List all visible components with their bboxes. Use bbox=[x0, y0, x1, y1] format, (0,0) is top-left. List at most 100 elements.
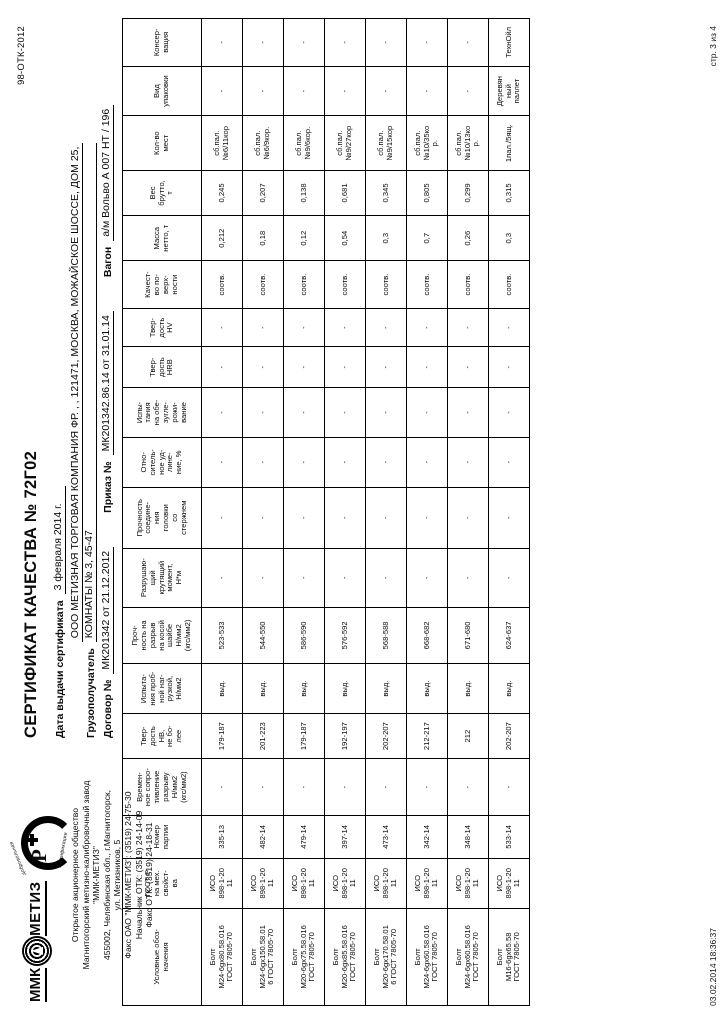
cell-elongation: - bbox=[201, 437, 243, 488]
cell-hv: - bbox=[406, 308, 448, 347]
mmk-metiz-logo: ММК МЕТИЗ bbox=[22, 881, 52, 1002]
cell-gost: ИСО 898-1-20 11 bbox=[324, 858, 366, 909]
cell-elongation: - bbox=[283, 437, 325, 488]
rs-cross-icon bbox=[26, 834, 38, 846]
cell-hv: - bbox=[283, 308, 325, 347]
cell-gost: ИСО 898-1-20 11 bbox=[201, 858, 243, 909]
table-row: Болт M20-6gx75.58.016 ГОСТ 7805-70 ИСО 898-1… bbox=[283, 18, 325, 1006]
th-torque: Разрушаю-щий крутящий момент, Н*м bbox=[122, 548, 202, 608]
cell-places: сб.пал. №9/6кор. bbox=[283, 115, 325, 171]
cell-designation: Болт M16-6gx65.58 ГОСТ 7805-70 bbox=[488, 908, 530, 1006]
cell-surface: соотв. bbox=[242, 260, 284, 309]
cell-gross-mass: 0,299 bbox=[447, 170, 489, 216]
cell-gross-mass: 0,315 bbox=[488, 170, 530, 216]
cell-hrb: - bbox=[283, 346, 325, 388]
cell-decarb: - bbox=[447, 387, 489, 438]
th-hv: Твер-дость HV bbox=[122, 308, 202, 347]
cell-wedge: 523-533 bbox=[201, 607, 243, 664]
cell-head-strength: - bbox=[242, 487, 284, 549]
cell-gost: ИСО 898-1-20 11 bbox=[365, 858, 407, 909]
cell-hb: 202-207 bbox=[488, 713, 530, 759]
th-decarb: Испы-тания на обе-зугле-рожи-вание bbox=[122, 387, 202, 438]
th-head-strength: Прочность соедине-ния головки со стержнем bbox=[122, 487, 202, 549]
cell-hv: - bbox=[365, 308, 407, 347]
cell-net-mass: 0,3 bbox=[365, 215, 407, 261]
cell-tensile: - bbox=[324, 758, 366, 816]
certificate-meta: Дата выдачи сертификата 3 февраля 2014 г… bbox=[52, 18, 100, 738]
cell-surface: соотв. bbox=[406, 260, 448, 309]
cell-package: - bbox=[365, 66, 407, 116]
cell-hv: - bbox=[447, 308, 489, 347]
cell-package: - bbox=[406, 66, 448, 116]
contract-value: МК201342 от 21.12.2012 bbox=[100, 546, 114, 674]
logo-disc-icon bbox=[22, 935, 52, 966]
cell-net-mass: 0,18 bbox=[242, 215, 284, 261]
cell-proof-load: выд. bbox=[242, 663, 284, 714]
cell-preservation: - bbox=[365, 18, 407, 67]
cell-decarb: - bbox=[283, 387, 325, 438]
cell-gross-mass: 0,345 bbox=[365, 170, 407, 216]
cell-hrb: - bbox=[406, 346, 448, 388]
wagon-label: Вагон bbox=[102, 246, 114, 278]
cell-designation: Болт M20-6gx75.58.016 ГОСТ 7805-70 bbox=[283, 908, 325, 1006]
cell-designation: Болт M20-6gx85.58.016 ГОСТ 7805-70 bbox=[324, 908, 366, 1006]
cell-surface: соотв. bbox=[283, 260, 325, 309]
cell-batch: 533-14 bbox=[488, 815, 530, 859]
consignee-label: Грузополучатель bbox=[85, 648, 97, 738]
cell-elongation: - bbox=[324, 437, 366, 488]
table-row: Болт M24-6gx80.58.016 ГОСТ 7805-70 ИСО 898-1… bbox=[201, 18, 243, 1006]
cell-gross-mass: 0,138 bbox=[283, 170, 325, 216]
cell-hrb: - bbox=[242, 346, 284, 388]
order-label: Приказ № bbox=[102, 461, 114, 513]
cell-proof-load: выд. bbox=[324, 663, 366, 714]
table-row: Болт M24-6gx60.58.016 ГОСТ 7805-70 ИСО 898-1… bbox=[406, 18, 448, 1006]
cell-package: - bbox=[201, 66, 243, 116]
cell-surface: соотв. bbox=[201, 260, 243, 309]
contract-order-row: Договор № МК201342 от 21.12.2012 Приказ … bbox=[100, 0, 114, 738]
cell-gost: ИСО 898-1-20 11 bbox=[447, 858, 489, 909]
th-elongation: Отно-ситель-ное уд-лине-ние, % bbox=[122, 437, 202, 488]
cell-torque: - bbox=[201, 548, 243, 608]
cell-tensile: - bbox=[406, 758, 448, 816]
consignee-address: ООО МЕТИЗНАЯ ТОРГОВАЯ КОМПАНИЯ ФР. , , 1… bbox=[69, 142, 97, 643]
footer-timestamp: 03.02.2014 18:36:37 bbox=[708, 928, 718, 1006]
cell-designation: Болт M24-6gx60.58.016 ГОСТ 7805-70 bbox=[447, 908, 489, 1006]
cell-gost: ИСО 898-1-20 11 bbox=[406, 858, 448, 909]
cell-preservation: - bbox=[447, 18, 489, 67]
cell-package: - bbox=[283, 66, 325, 116]
cell-elongation: - bbox=[406, 437, 448, 488]
cell-decarb: - bbox=[324, 387, 366, 438]
cell-preservation: - bbox=[242, 18, 284, 67]
issue-date-label: Дата выдачи сертификата bbox=[54, 600, 66, 738]
cell-gross-mass: 0,805 bbox=[406, 170, 448, 216]
cell-designation: Болт M20-6gx170.58.01 6 ГОСТ 7805-70 bbox=[365, 908, 407, 1006]
cell-designation: Болт M24-6gx150.58.01 6 ГОСТ 7805-70 bbox=[242, 908, 284, 1006]
cell-package: - bbox=[324, 66, 366, 116]
cell-places: сб.пал. №9/15кор bbox=[365, 115, 407, 171]
order-value: МК201342.86.14 от 31.01.14 bbox=[100, 311, 114, 456]
cell-torque: - bbox=[447, 548, 489, 608]
company-address-block: Открытое акционерное общество Магнитогор… bbox=[70, 744, 155, 1006]
logo-mmk-text: ММК bbox=[27, 967, 47, 1002]
cell-gross-mass: 0,681 bbox=[324, 170, 366, 216]
cell-hrb: - bbox=[201, 346, 243, 388]
cell-hv: - bbox=[201, 308, 243, 347]
cell-tensile: - bbox=[242, 758, 284, 816]
cell-net-mass: 0,12 bbox=[283, 215, 325, 261]
wagon-value: а/м Вольво А 007 НТ / 196 bbox=[100, 104, 114, 241]
company-line: Открытое акционерное общество bbox=[70, 807, 80, 943]
cell-torque: - bbox=[365, 548, 407, 608]
company-line: 455002, Челябинская обл., г.Магнитогорск… bbox=[101, 789, 112, 961]
cell-head-strength: - bbox=[488, 487, 530, 549]
cell-places: сб.пал. №10/13ко р. bbox=[447, 115, 489, 171]
cell-torque: - bbox=[488, 548, 530, 608]
cell-elongation: - bbox=[488, 437, 530, 488]
cell-head-strength: - bbox=[365, 487, 407, 549]
company-line: Начальник ОТК: (3519) 24-14-09 bbox=[133, 810, 144, 940]
cell-wedge: 568-588 bbox=[365, 607, 407, 664]
cell-designation: Болт M24-6gx60.58.016 ГОСТ 7805-70 bbox=[406, 908, 448, 1006]
cell-batch: 342-14 bbox=[406, 815, 448, 859]
table-row: Болт M24-6gx60.58.016 ГОСТ 7805-70 ИСО 898-1… bbox=[447, 18, 489, 1006]
consignee-line-2: КОМНАТЫ № 3, 45-47 bbox=[83, 142, 97, 643]
